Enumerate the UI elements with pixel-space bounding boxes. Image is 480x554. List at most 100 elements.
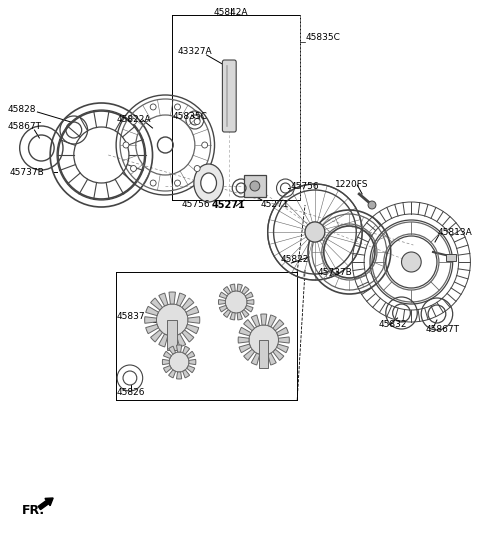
Text: 45837: 45837 [116, 312, 145, 321]
Bar [446, 254, 456, 261]
Text: 45822A: 45822A [116, 115, 151, 124]
Polygon shape [273, 320, 284, 331]
Polygon shape [169, 336, 176, 348]
Polygon shape [244, 320, 254, 331]
Polygon shape [162, 360, 169, 365]
Text: 45826: 45826 [116, 388, 144, 397]
Polygon shape [273, 349, 284, 361]
Polygon shape [189, 360, 196, 365]
Polygon shape [151, 298, 162, 310]
Polygon shape [261, 355, 267, 366]
Circle shape [156, 304, 188, 336]
Circle shape [175, 180, 180, 186]
Polygon shape [230, 284, 235, 292]
Polygon shape [219, 305, 227, 312]
Circle shape [194, 119, 200, 125]
Polygon shape [251, 315, 260, 327]
Polygon shape [188, 317, 200, 324]
Polygon shape [177, 372, 182, 379]
Text: FR.: FR. [22, 504, 45, 516]
Text: 45813A: 45813A [438, 228, 473, 237]
Polygon shape [187, 351, 195, 358]
Polygon shape [168, 346, 176, 354]
Circle shape [250, 181, 260, 191]
Text: 45867T: 45867T [425, 325, 459, 334]
Text: 45756: 45756 [182, 200, 211, 209]
Circle shape [123, 142, 129, 148]
Polygon shape [276, 327, 288, 336]
Polygon shape [223, 310, 230, 317]
Circle shape [175, 104, 180, 110]
Polygon shape [278, 337, 289, 343]
Circle shape [150, 104, 156, 110]
Polygon shape [186, 324, 199, 334]
Text: 45737B: 45737B [10, 168, 45, 177]
Polygon shape [177, 293, 186, 306]
Polygon shape [239, 327, 251, 336]
Circle shape [150, 180, 156, 186]
FancyArrow shape [38, 498, 53, 510]
Polygon shape [182, 298, 194, 310]
Polygon shape [164, 366, 171, 373]
Polygon shape [177, 345, 182, 352]
Polygon shape [230, 312, 235, 320]
Text: 45271: 45271 [212, 200, 245, 210]
Bar [168, 320, 177, 350]
Polygon shape [187, 366, 195, 373]
Text: 45832: 45832 [379, 320, 408, 329]
Text: 45842A: 45842A [214, 8, 249, 17]
Text: 45756: 45756 [290, 182, 319, 191]
Text: 45867T: 45867T [8, 122, 42, 131]
Polygon shape [182, 370, 190, 378]
Polygon shape [168, 370, 176, 378]
Polygon shape [159, 334, 168, 347]
Circle shape [194, 166, 200, 172]
Polygon shape [144, 317, 156, 324]
Polygon shape [146, 324, 158, 334]
Polygon shape [223, 286, 230, 294]
Ellipse shape [201, 173, 216, 193]
Polygon shape [146, 306, 158, 316]
Polygon shape [186, 306, 199, 316]
Circle shape [305, 222, 325, 242]
Text: 1220FS: 1220FS [335, 180, 368, 189]
Polygon shape [219, 292, 227, 299]
Circle shape [131, 166, 136, 172]
Circle shape [131, 119, 136, 125]
Polygon shape [242, 286, 249, 294]
Bar [259, 340, 268, 368]
Circle shape [169, 352, 189, 372]
Polygon shape [268, 353, 276, 365]
Circle shape [226, 291, 247, 313]
Circle shape [368, 201, 376, 209]
Polygon shape [182, 330, 194, 342]
Polygon shape [247, 300, 254, 304]
Polygon shape [159, 293, 168, 306]
Polygon shape [251, 353, 260, 365]
Polygon shape [242, 310, 249, 317]
Polygon shape [245, 292, 253, 299]
Text: 45737B: 45737B [318, 268, 353, 277]
Text: 45835C: 45835C [172, 112, 207, 121]
Text: 45828: 45828 [8, 105, 36, 114]
Polygon shape [261, 314, 267, 325]
Text: 45271: 45271 [261, 200, 289, 209]
Polygon shape [245, 305, 253, 312]
Polygon shape [218, 300, 226, 304]
Polygon shape [169, 292, 176, 304]
Circle shape [249, 325, 278, 355]
Polygon shape [268, 315, 276, 327]
Polygon shape [164, 351, 171, 358]
Polygon shape [151, 330, 162, 342]
FancyBboxPatch shape [222, 60, 236, 132]
Polygon shape [237, 284, 242, 292]
Polygon shape [238, 337, 249, 343]
Polygon shape [177, 334, 186, 347]
Text: 45822: 45822 [280, 255, 309, 264]
Text: 45835C: 45835C [305, 33, 340, 43]
Polygon shape [237, 312, 242, 320]
Text: 43327A: 43327A [177, 48, 212, 57]
Polygon shape [244, 349, 254, 361]
Bar [244, 175, 266, 197]
Ellipse shape [194, 164, 223, 202]
